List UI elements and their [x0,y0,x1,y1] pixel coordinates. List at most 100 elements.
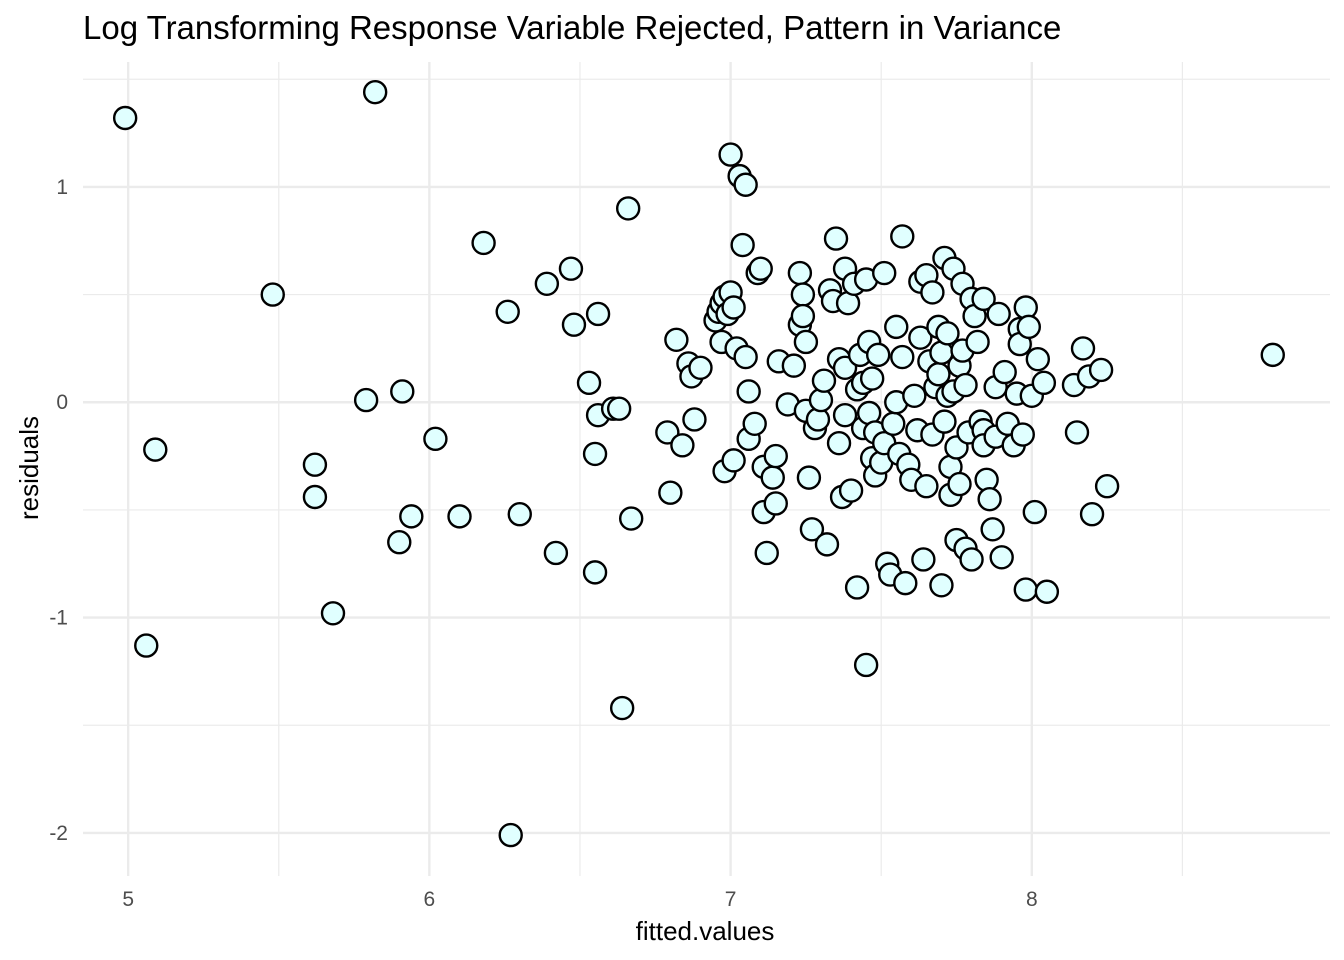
scatter-point [718,142,743,167]
scatter-point [799,517,825,542]
scatter-point [134,633,159,658]
y-axis-label: residuals [14,416,44,520]
scatter-point [838,478,864,503]
scatter-point [760,465,785,490]
scatter-point [1034,579,1060,604]
scatter-point [1094,474,1120,499]
scatter-point [965,329,990,355]
scatter-point [736,379,761,404]
scatter-point [1010,422,1035,447]
scatter-point [790,282,816,307]
scatter-point [890,344,915,370]
x-tick-label: 7 [725,888,737,911]
chart-title: Log Transforming Response Variable Rejec… [83,9,1061,46]
scatter-point [495,299,520,324]
scatter-point [832,402,858,428]
scatter-point [977,486,1002,512]
scatter-point [959,547,984,572]
scatter-point [615,196,641,221]
scatter-point [881,411,906,436]
scatter-point [471,230,496,256]
scatter-point [362,79,388,105]
scatter-point [796,465,822,490]
scatter-point [1088,357,1114,383]
scatter-point [902,383,927,408]
scatter-point [543,540,569,566]
scatter-point [618,506,644,531]
scatter-point [859,366,885,391]
scatter-point [844,575,870,600]
scatter-point [387,530,412,555]
grid-lines [83,62,1330,876]
scatter-point [561,312,587,337]
scatter-point [1070,336,1096,361]
scatter-point [787,260,813,286]
y-tick-label: 0 [56,391,68,414]
scatter-point [1022,499,1048,525]
scatter-point [1260,342,1285,368]
scatter-point [1031,370,1057,396]
scatter-point [353,387,379,413]
scatter-point [980,517,1005,542]
scatter-point [423,426,448,452]
y-tick-label: 1 [56,176,68,199]
scatter-point [112,105,138,131]
scatter-point [884,314,909,340]
scatter-point [953,372,978,398]
scatter-point [302,452,328,477]
scatter-point [688,355,713,380]
scatter-point [558,256,584,281]
scatter-point [790,303,816,329]
tick-labels: 5 6 7 8 -2 -1 0 1 [49,176,1037,911]
scatter-point [664,327,689,352]
scatter-point [1013,577,1038,602]
scatter-point [733,172,758,197]
scatter-point [853,652,879,678]
scatter-point [911,547,936,572]
scatter-point [742,411,767,436]
scatter-point [143,437,168,462]
scatter-point [609,695,635,721]
scatter-point [763,443,788,469]
scatter-point [576,370,602,396]
scatter-point [872,260,897,286]
data-points [112,79,1285,848]
scatter-point [733,344,758,370]
scatter-point [320,601,346,626]
scatter-point [865,342,891,368]
scatter-point [890,224,915,249]
scatter-point [721,295,746,320]
scatter-point [908,325,933,350]
scatter-point [754,540,779,566]
scatter-point [390,379,415,404]
scatter-point [929,573,954,598]
scatter-point [932,409,957,434]
scatter-point [507,502,532,527]
scatter-point [582,560,608,585]
scatter-point [534,271,560,297]
x-tick-label: 6 [424,888,436,911]
scatter-point [730,232,755,258]
y-tick-label: -1 [49,607,68,630]
scatter-point [989,545,1014,570]
y-tick-label: -2 [49,822,68,845]
scatter-point [763,491,788,516]
scatter-point [498,822,523,848]
scatter-point [935,321,960,346]
scatter-point [606,396,632,421]
scatter-point [814,532,840,557]
scatter-point [986,301,1011,327]
scatter-point [658,480,683,505]
scatter-point [748,256,773,281]
scatter-point [670,433,695,458]
scatter-point [947,471,972,497]
scatter-point [920,280,945,305]
scatter-point [260,282,285,307]
scatter-point [682,407,707,432]
scatter-point [585,301,611,327]
scatter-point [826,430,852,456]
scatter-point [582,441,608,467]
scatter-point [1079,502,1105,527]
scatter-point [823,226,849,251]
